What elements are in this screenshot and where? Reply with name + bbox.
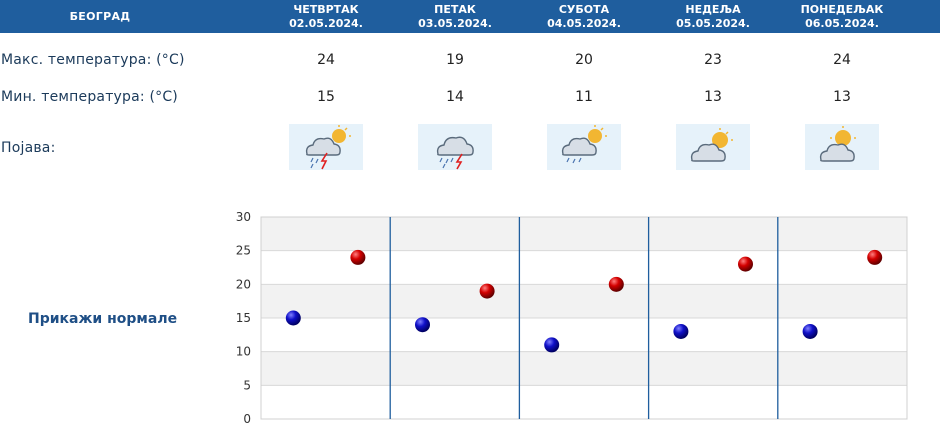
max-temp-point xyxy=(738,256,753,272)
day-header-1: ЧЕТВРТАК 02.05.2024. xyxy=(266,3,386,31)
day-header-3: СУБОТА 04.05.2024. xyxy=(524,3,644,31)
partly-cloudy-icon xyxy=(805,124,879,170)
phenomenon-label: Појава: xyxy=(1,140,56,156)
forecast-header: БЕОГРАД ЧЕТВРТАК 02.05.2024. ПЕТАК 03.05… xyxy=(0,0,940,33)
min-temp-value: 15 xyxy=(317,89,335,105)
day-date: 02.05.2024. xyxy=(289,17,363,30)
max-temp-value: 23 xyxy=(704,52,722,68)
min-temp-value: 13 xyxy=(704,89,722,105)
max-temp-value: 20 xyxy=(575,52,593,68)
min-temp-point xyxy=(802,323,818,339)
thunderstorm-rain-sun-icon xyxy=(289,124,363,170)
day-name: ПОНЕДЕЉАК xyxy=(800,3,884,16)
y-tick-label: 10 xyxy=(236,345,251,359)
grid-band xyxy=(261,284,907,318)
y-tick-label: 25 xyxy=(236,244,251,258)
day-name: НЕДЕЉА xyxy=(685,3,741,16)
min-temp-point xyxy=(415,317,430,333)
y-tick-label: 5 xyxy=(243,378,251,392)
day-name: ПЕТАК xyxy=(434,3,476,16)
min-temp-point xyxy=(544,337,560,353)
plot-border xyxy=(260,216,908,420)
thunderstorm-rain-icon xyxy=(418,124,492,170)
y-tick-label: 30 xyxy=(236,210,251,224)
partly-cloudy-icon xyxy=(676,124,750,170)
day-name: СУБОТА xyxy=(558,3,610,16)
grid-band xyxy=(261,250,907,285)
day-header-5: ПОНЕДЕЉАК 06.05.2024. xyxy=(782,3,902,31)
grid-band xyxy=(261,385,907,419)
show-normals-link[interactable]: Прикажи нормале xyxy=(28,311,178,327)
max-temp-value: 24 xyxy=(833,52,851,68)
min-temp-point xyxy=(285,310,301,326)
day-name: ЧЕТВРТАК xyxy=(293,3,359,16)
grid-band xyxy=(261,217,907,251)
max-temp-point xyxy=(608,276,624,292)
y-tick-label: 20 xyxy=(236,277,251,291)
min-temp-value: 11 xyxy=(575,89,593,105)
day-date: 06.05.2024. xyxy=(805,17,879,30)
max-temp-point xyxy=(479,283,495,299)
max-temp-value: 19 xyxy=(446,52,464,68)
day-date: 05.05.2024. xyxy=(676,17,750,30)
max-temp-value: 24 xyxy=(317,52,335,68)
max-temp-point xyxy=(867,249,883,265)
day-date: 03.05.2024. xyxy=(418,17,492,30)
y-tick-label: 0 xyxy=(243,412,251,426)
max-temp-point xyxy=(350,249,366,265)
day-header-2: ПЕТАК 03.05.2024. xyxy=(395,3,515,31)
y-tick-label: 15 xyxy=(236,311,251,325)
grid-band xyxy=(261,351,907,386)
city-name: БЕОГРАД xyxy=(69,10,131,23)
day-header-4: НЕДЕЉА 05.05.2024. xyxy=(653,3,773,31)
min-temp-value: 13 xyxy=(833,89,851,105)
max-temp-label: Макс. температура: (°C) xyxy=(1,52,185,68)
day-date: 04.05.2024. xyxy=(547,17,621,30)
grid-band xyxy=(261,318,907,352)
min-temp-point xyxy=(673,323,689,339)
min-temp-value: 14 xyxy=(446,89,464,105)
min-temp-label: Мин. температура: (°C) xyxy=(1,89,178,105)
rain-cloud-sun-icon xyxy=(547,124,621,170)
